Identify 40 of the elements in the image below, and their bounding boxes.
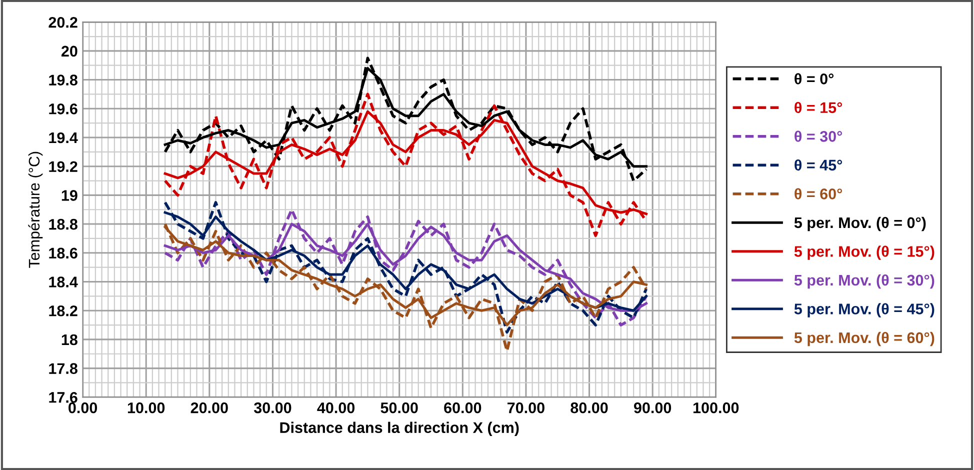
x-tick-label: 20.00	[190, 402, 228, 414]
y-tick-label: 18.4	[49, 276, 78, 288]
line-series	[164, 92, 648, 237]
y-tick-label: 18	[62, 334, 78, 346]
legend-label: 5 per. Mov. (θ = 30°)	[794, 274, 934, 289]
y-tick-label: 20.2	[48, 16, 78, 28]
y-tick-label: 20	[61, 46, 78, 57]
line-series	[164, 222, 648, 352]
y-tick-label: 19	[62, 190, 78, 201]
x-tick-label: 60.00	[444, 402, 482, 414]
x-tick-label: 100.00	[693, 402, 739, 414]
line-series	[164, 56, 648, 182]
legend-label: 5 per. Mov. (θ = 60°)	[794, 332, 934, 346]
y-tick-label: 19.8	[49, 74, 78, 86]
x-tick-label: 0.00	[68, 402, 98, 414]
y-tick-label: 18.8	[49, 218, 78, 230]
legend-label: θ = 0°	[794, 73, 834, 84]
legend-label: θ = 60°	[794, 188, 842, 200]
x-tick-label: 90.00	[634, 402, 672, 414]
y-tick-label: 19.4	[49, 132, 78, 144]
y-axis-title: Température (°C)	[28, 152, 43, 268]
legend-label: 5 per. Mov. (θ = 0°)	[794, 216, 926, 232]
legend-label: θ = 30°	[794, 130, 842, 142]
y-tick-label: 19.6	[49, 104, 78, 114]
x-axis-title: Distance dans la direction X (cm)	[280, 422, 519, 436]
legend-label: 5 per. Mov. (θ = 15°)	[794, 246, 934, 260]
y-tick-label: 18.2	[49, 305, 78, 316]
y-tick-label: 19.2	[49, 161, 78, 172]
y-tick-label: 18.6	[49, 248, 78, 259]
y-tick-label: 17.6	[49, 392, 78, 403]
x-tick-label: 30.00	[254, 402, 292, 414]
y-tick-label: 17.8	[49, 363, 78, 374]
legend-label: θ = 45°	[794, 159, 842, 171]
legend-label: θ = 15°	[794, 102, 842, 114]
x-tick-label: 70.00	[508, 402, 544, 414]
legend-label: 5 per. Mov. (θ = 45°)	[794, 303, 934, 318]
x-tick-label: 40.00	[317, 402, 355, 414]
x-tick-label: 50.00	[380, 402, 418, 414]
x-tick-label: 10.00	[128, 402, 165, 414]
x-tick-label: 80.00	[570, 402, 608, 414]
